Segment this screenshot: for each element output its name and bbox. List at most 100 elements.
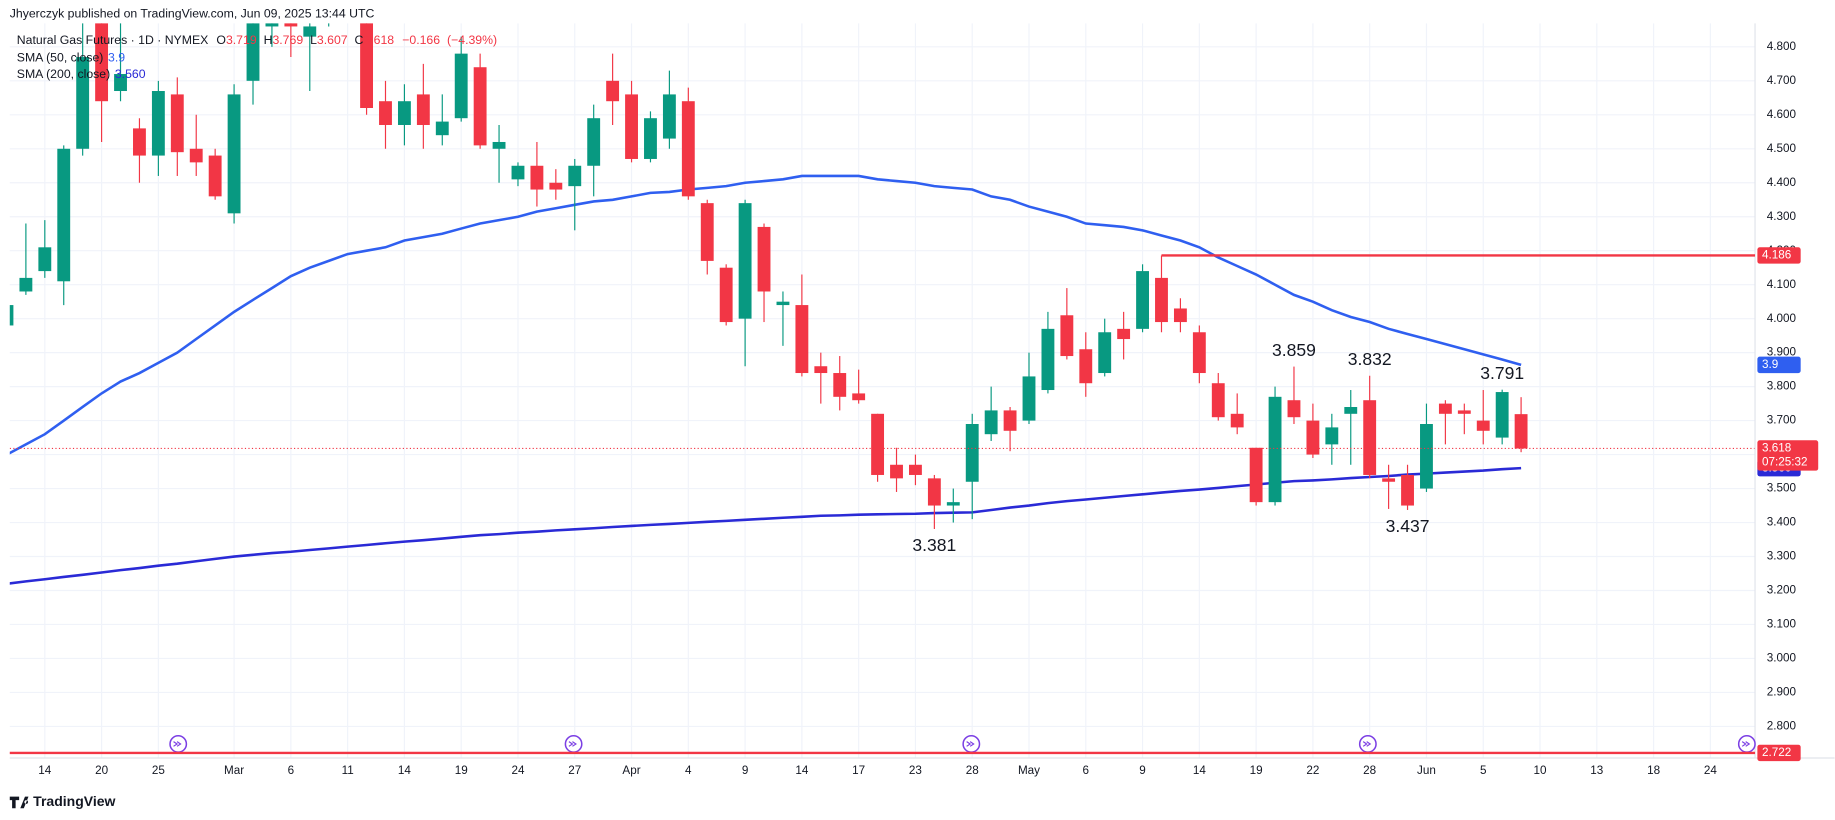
y-tick-label: 3.400 bbox=[1767, 516, 1797, 529]
x-tick-label: 18 bbox=[1647, 764, 1660, 777]
legend-sma50: SMA (50, close) 3.9 bbox=[17, 51, 125, 65]
candle-body bbox=[397, 101, 411, 125]
candle-body bbox=[227, 94, 241, 214]
x-tick-label: Mar bbox=[224, 764, 244, 777]
legend-main: Natural Gas Futures · 1D · NYMEX O3.719 … bbox=[17, 33, 497, 47]
x-tick-label: 9 bbox=[1139, 764, 1146, 777]
candle-body bbox=[871, 413, 885, 475]
x-tick-label: 14 bbox=[398, 764, 412, 777]
candle-body bbox=[38, 247, 52, 272]
event-icon[interactable] bbox=[564, 735, 583, 753]
change-percent: (−4.39%) bbox=[447, 33, 497, 47]
candle-body bbox=[1022, 376, 1036, 421]
y-tick-label: 4.600 bbox=[1767, 108, 1797, 121]
x-tick-label: 6 bbox=[1083, 764, 1090, 777]
x-tick-label: 25 bbox=[152, 764, 166, 777]
candle-body bbox=[681, 101, 695, 197]
x-tick-label: 19 bbox=[455, 764, 468, 777]
x-tick-label: May bbox=[1018, 764, 1040, 777]
price-tag bbox=[1757, 744, 1801, 762]
candle-body bbox=[1476, 420, 1490, 431]
candle-body bbox=[303, 26, 317, 37]
x-tick-label: 19 bbox=[1250, 764, 1263, 777]
candle-body bbox=[170, 94, 184, 153]
candle-body bbox=[644, 118, 657, 159]
y-tick-label: 4.700 bbox=[1767, 74, 1797, 87]
x-tick-label: 13 bbox=[1590, 764, 1603, 777]
y-tick-label: 3.000 bbox=[1767, 652, 1797, 665]
candle-body bbox=[19, 277, 33, 292]
price-tag-label: 4.186 bbox=[1762, 249, 1791, 262]
price-tag bbox=[1757, 440, 1819, 471]
y-tick-label: 3.300 bbox=[1767, 550, 1797, 563]
x-tick-label: 9 bbox=[742, 764, 749, 777]
candle-body bbox=[776, 301, 790, 306]
x-tick-label: 4 bbox=[685, 764, 692, 777]
event-icons bbox=[169, 735, 1756, 753]
x-tick-label: Jun bbox=[1417, 764, 1436, 777]
candle-body bbox=[795, 305, 809, 374]
x-tick-label: 28 bbox=[1363, 764, 1376, 777]
y-tick-label: 2.900 bbox=[1767, 686, 1797, 699]
annotation: 3.832 bbox=[1348, 349, 1392, 369]
candle-body bbox=[1325, 427, 1339, 445]
candle-body bbox=[909, 464, 922, 475]
y-tick-label: 4.000 bbox=[1767, 312, 1797, 325]
sma-line bbox=[9, 174, 1522, 455]
candle-body bbox=[530, 165, 544, 190]
candle-body bbox=[473, 67, 487, 146]
ohlc-value: 3.719 bbox=[226, 33, 257, 47]
candle-body bbox=[1230, 413, 1244, 428]
candle-body bbox=[360, 23, 374, 109]
candle-body bbox=[568, 165, 582, 187]
candle-body bbox=[606, 80, 620, 102]
x-tick-label: 6 bbox=[288, 764, 295, 777]
x-tick-label: 5 bbox=[1480, 764, 1487, 777]
x-tick-label: 27 bbox=[568, 764, 581, 777]
y-tick-label: 3.100 bbox=[1767, 618, 1797, 631]
candle-body bbox=[549, 182, 563, 190]
candle-body bbox=[719, 267, 733, 323]
candle-body bbox=[151, 91, 165, 156]
event-icon[interactable] bbox=[169, 735, 188, 753]
plot-area bbox=[9, 23, 1756, 585]
candle-body bbox=[984, 410, 998, 435]
candle-body bbox=[1098, 332, 1112, 374]
brand-name: TradingView bbox=[33, 793, 115, 809]
y-tick-label: 3.500 bbox=[1767, 482, 1797, 495]
candle-body bbox=[1249, 447, 1263, 503]
candle-body bbox=[265, 23, 279, 27]
candle-body bbox=[1420, 423, 1433, 489]
x-tick-label: 24 bbox=[1704, 764, 1718, 777]
candle-body bbox=[890, 464, 903, 479]
x-tick-label: 24 bbox=[511, 764, 525, 777]
candle-body bbox=[738, 203, 752, 319]
candle-body bbox=[1306, 420, 1320, 455]
event-icon[interactable] bbox=[1737, 735, 1756, 753]
candle-body bbox=[927, 478, 941, 506]
y-tick-label: 4.500 bbox=[1767, 142, 1797, 155]
candle-body bbox=[1287, 400, 1301, 418]
candle-body bbox=[1268, 396, 1282, 503]
candle-body bbox=[76, 57, 90, 149]
y-tick-label: 3.700 bbox=[1767, 414, 1797, 427]
y-tick-label: 4.800 bbox=[1767, 40, 1797, 53]
candle-body bbox=[492, 141, 506, 149]
candle-body bbox=[1438, 403, 1452, 414]
candle-body bbox=[208, 155, 222, 197]
candle-body bbox=[57, 148, 71, 282]
grid bbox=[9, 23, 1756, 759]
price-tag-label: 2.722 bbox=[1762, 746, 1791, 759]
candle-body bbox=[133, 128, 146, 156]
event-icon[interactable] bbox=[1358, 735, 1377, 753]
x-tick-label: 17 bbox=[852, 764, 865, 777]
event-icon[interactable] bbox=[962, 735, 981, 753]
candle-body bbox=[1401, 474, 1414, 506]
x-tick-label: Apr bbox=[622, 764, 640, 777]
ohlc-value: 3.618 bbox=[363, 33, 394, 47]
candle-body bbox=[189, 148, 203, 163]
candle-body bbox=[1211, 383, 1225, 418]
legend-name: SMA (50, close) bbox=[17, 51, 104, 65]
price-tag-label: 3.618 bbox=[1762, 442, 1791, 455]
